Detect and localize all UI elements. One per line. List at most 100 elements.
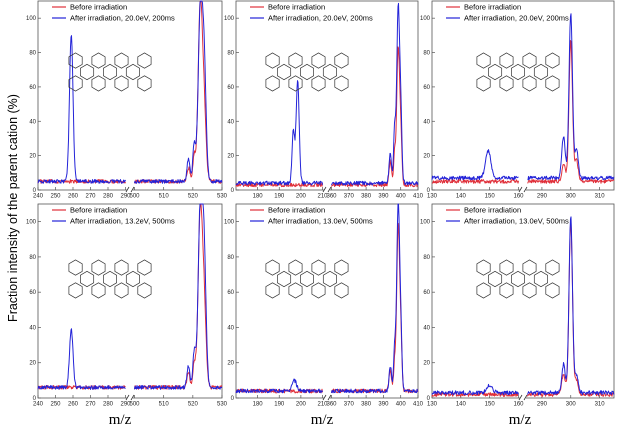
molecule-ring <box>91 282 106 299</box>
y-tick-label: 40 <box>29 325 36 331</box>
molecule-ring <box>533 63 548 81</box>
chart-panel-3: 0 20 40 60 80 100 130 140 150 160 290 300 310 Before … <box>420 0 615 200</box>
x-tick-label: 290 <box>120 402 131 408</box>
molecule-ring <box>322 270 337 288</box>
y-tick-label: 20 <box>29 154 36 160</box>
x-tick-label: 260 <box>68 402 79 408</box>
series-line <box>235 182 323 188</box>
molecule-ring <box>288 282 303 299</box>
molecule-ring <box>511 270 525 288</box>
legend-label: After irradiation, 20.0eV, 200ms <box>464 14 569 23</box>
molecule-ring <box>545 75 560 92</box>
series-line <box>37 328 126 390</box>
x-tick-label: 310 <box>595 402 606 408</box>
axis-break-mask <box>520 395 526 401</box>
x-tick-label: 290 <box>120 194 131 200</box>
legend-label: Before irradiation <box>268 206 325 215</box>
molecule-ring <box>137 75 152 92</box>
molecule-ring <box>68 52 83 69</box>
x-tick-label: 410 <box>413 194 424 200</box>
molecule-ring <box>476 282 491 299</box>
x-tick-label: 190 <box>274 194 285 200</box>
series-line <box>37 35 126 184</box>
x-tick-label: 140 <box>456 194 467 200</box>
molecule-ring <box>334 259 349 276</box>
molecule-structure <box>265 52 349 92</box>
y-tick-label: 20 <box>423 154 430 160</box>
molecule-ring <box>311 52 326 69</box>
molecule-ring <box>334 52 349 69</box>
y-tick-label: 20 <box>29 361 36 367</box>
series-line <box>331 46 419 188</box>
molecule-ring <box>91 259 106 276</box>
molecule-ring <box>522 52 537 69</box>
series-line <box>527 216 615 396</box>
axis-break-mark <box>322 394 332 401</box>
x-tick-label: 520 <box>188 402 199 408</box>
x-tick-label: 530 <box>217 194 228 200</box>
molecule-structure <box>476 52 560 92</box>
series-line <box>431 149 519 181</box>
molecule-ring <box>499 282 514 299</box>
x-tick-label: 190 <box>274 402 285 408</box>
y-tick-label: 20 <box>227 361 234 367</box>
molecule-ring <box>300 270 314 288</box>
molecule-ring <box>511 63 525 81</box>
molecule-ring <box>522 75 537 92</box>
x-tick-label: 270 <box>85 194 96 200</box>
molecule-ring <box>545 259 560 276</box>
molecule-ring <box>137 259 152 276</box>
molecule-ring <box>103 63 117 81</box>
molecule-ring <box>68 75 83 92</box>
series-line <box>431 392 519 397</box>
molecule-ring <box>288 52 303 69</box>
y-tick-label: 80 <box>423 51 430 57</box>
y-tick-label: 80 <box>29 51 36 57</box>
y-tick-label: 0 <box>427 396 431 402</box>
molecule-ring <box>545 52 560 69</box>
y-tick-label: 80 <box>227 255 234 261</box>
legend-label: Before irradiation <box>268 3 325 12</box>
molecule-ring <box>137 282 152 299</box>
x-tick-label: 360 <box>326 194 337 200</box>
molecule-structure <box>476 259 560 299</box>
y-tick-label: 60 <box>423 85 430 91</box>
x-tick-label: 130 <box>427 194 438 200</box>
x-tick-label: 290 <box>537 194 548 200</box>
series-line <box>134 203 223 390</box>
x-tick-label: 410 <box>413 402 424 408</box>
y-axis-label: Fraction intensity of the parent cation … <box>6 94 20 322</box>
y-tick-label: 100 <box>26 16 37 22</box>
axis-break-mark <box>125 394 135 401</box>
x-tick-label: 360 <box>326 402 337 408</box>
y-tick-label: 60 <box>29 290 36 296</box>
molecule-structure <box>68 52 152 92</box>
molecule-ring <box>300 63 314 81</box>
molecule-ring <box>311 282 326 299</box>
y-tick-label: 20 <box>423 361 430 367</box>
x-tick-label: 280 <box>103 194 114 200</box>
x-tick-label: 250 <box>50 194 61 200</box>
molecule-ring <box>114 282 129 299</box>
y-tick-label: 60 <box>29 85 36 91</box>
x-tick-label: 380 <box>361 402 372 408</box>
axis-break-mask <box>520 187 526 193</box>
molecule-ring <box>80 270 95 288</box>
y-tick-label: 100 <box>224 220 235 226</box>
molecule-ring <box>277 63 292 81</box>
series-line <box>527 40 615 184</box>
molecule-ring <box>114 52 129 69</box>
x-tick-label: 260 <box>68 194 79 200</box>
molecule-ring <box>334 282 349 299</box>
y-tick-label: 80 <box>29 255 36 261</box>
molecule-ring <box>499 259 514 276</box>
x-tick-label: 310 <box>595 194 606 200</box>
series-line <box>331 222 419 394</box>
molecule-structure <box>265 259 349 299</box>
molecule-ring <box>265 259 280 276</box>
x-tick-label: 370 <box>344 402 355 408</box>
x-axis-label-col-2: m/z <box>311 412 334 426</box>
molecule-ring <box>522 282 537 299</box>
series-line <box>134 203 223 390</box>
